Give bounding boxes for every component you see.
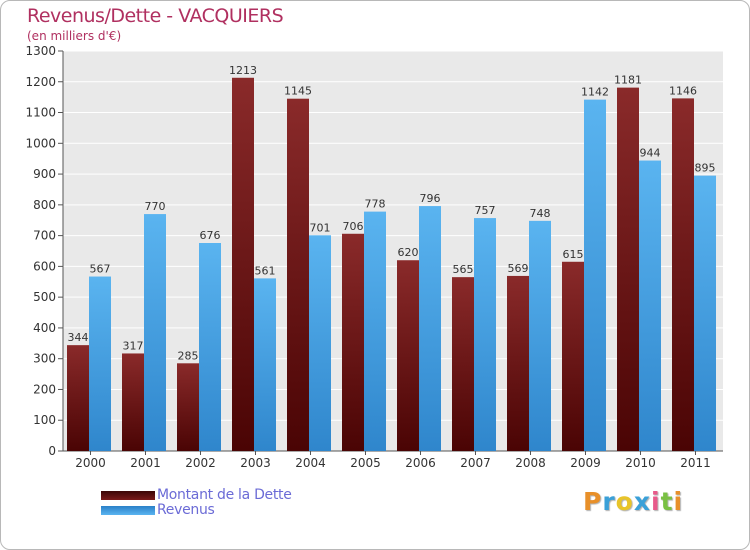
bar-debt — [397, 260, 419, 451]
y-tick-label: 500 — [33, 290, 56, 304]
x-tick-label: 2008 — [515, 456, 546, 470]
y-tick-label: 300 — [33, 352, 56, 366]
data-label-revenue: 770 — [145, 200, 166, 213]
y-tick-label: 1100 — [25, 106, 56, 120]
data-label-revenue: 567 — [90, 263, 111, 276]
y-tick-label: 200 — [33, 382, 56, 396]
x-tick-label: 2011 — [680, 456, 711, 470]
bar-revenue — [89, 276, 111, 451]
data-label-debt: 1181 — [614, 74, 642, 87]
bar-revenue — [419, 206, 441, 451]
bar-revenue — [694, 175, 716, 451]
bar-revenue — [309, 235, 331, 451]
x-tick-label: 2009 — [570, 456, 601, 470]
plot-area — [63, 51, 723, 451]
y-tick-label: 0 — [48, 444, 56, 458]
bar-debt — [672, 98, 694, 451]
bar-revenue — [199, 243, 221, 451]
legend-swatch-debt — [101, 490, 155, 500]
y-tick-label: 100 — [33, 413, 56, 427]
data-label-revenue: 561 — [255, 264, 276, 277]
y-tick-label: 600 — [33, 259, 56, 273]
y-tick-label: 1300 — [25, 44, 56, 58]
data-label-revenue: 701 — [310, 221, 331, 234]
bar-revenue — [144, 214, 166, 451]
data-label-revenue: 944 — [640, 147, 661, 160]
bar-debt — [617, 87, 639, 451]
legend-label-revenue: Revenus — [157, 502, 215, 518]
data-label-debt: 1213 — [229, 64, 257, 77]
x-tick-label: 2007 — [460, 456, 491, 470]
bar-debt — [232, 77, 254, 452]
bar-debt — [122, 353, 144, 451]
data-label-debt: 285 — [178, 349, 199, 362]
y-tick-label: 1000 — [25, 136, 56, 150]
bar-revenue — [639, 160, 661, 452]
x-tick-label: 2000 — [75, 456, 106, 470]
legend-item-debt: Montant de la Dette — [101, 487, 292, 503]
y-tick-label: 400 — [33, 321, 56, 335]
data-label-revenue: 748 — [530, 207, 551, 220]
data-label-debt: 615 — [563, 248, 584, 261]
data-label-revenue: 757 — [475, 204, 496, 217]
bar-debt — [287, 98, 309, 451]
y-tick-label: 700 — [33, 229, 56, 243]
logo-letter: x — [633, 487, 651, 516]
chart-subtitle: (en milliers d'€) — [27, 29, 122, 43]
bar-debt — [562, 261, 584, 451]
data-label-debt: 1146 — [669, 84, 697, 97]
bar-debt — [342, 233, 364, 451]
legend-swatch-revenue — [101, 505, 155, 515]
data-label-revenue: 895 — [695, 162, 716, 175]
data-label-debt: 620 — [398, 246, 419, 259]
data-label-debt: 706 — [343, 220, 364, 233]
bar-debt — [507, 275, 529, 451]
chart-title: Revenus/Dette - VACQUIERS — [27, 5, 284, 27]
x-tick-label: 2005 — [350, 456, 381, 470]
x-tick-label: 2003 — [240, 456, 271, 470]
logo-letter: o — [615, 487, 634, 516]
data-label-debt: 565 — [453, 263, 474, 276]
data-label-debt: 1145 — [284, 85, 312, 98]
y-tick-label: 800 — [33, 198, 56, 212]
legend-item-revenue: Revenus — [101, 502, 215, 518]
bar-revenue — [254, 278, 276, 451]
data-label-revenue: 676 — [200, 229, 221, 242]
logo-letter: P — [583, 487, 603, 516]
logo-letter: i — [673, 487, 684, 516]
bar-revenue — [529, 220, 551, 451]
logo-letter: t — [660, 487, 674, 516]
data-label-revenue: 1142 — [581, 86, 609, 99]
data-label-revenue: 778 — [365, 198, 386, 211]
proxiti-logo: Proxiti — [583, 487, 683, 516]
bar-revenue — [584, 99, 606, 451]
logo-letter: r — [602, 487, 616, 516]
data-label-debt: 317 — [123, 339, 144, 352]
x-tick-label: 2004 — [295, 456, 326, 470]
bar-debt — [452, 277, 474, 451]
x-tick-label: 2002 — [185, 456, 216, 470]
x-tick-label: 2001 — [130, 456, 161, 470]
bar-debt — [177, 363, 199, 451]
logo-letter: i — [651, 487, 661, 516]
legend-label-debt: Montant de la Dette — [157, 487, 292, 503]
y-tick-label: 900 — [33, 167, 56, 181]
data-label-debt: 569 — [508, 262, 529, 275]
x-tick-label: 2006 — [405, 456, 436, 470]
bar-debt — [67, 345, 89, 451]
bar-revenue — [364, 211, 386, 451]
x-tick-label: 2010 — [625, 456, 656, 470]
data-label-debt: 344 — [68, 331, 89, 344]
data-label-revenue: 796 — [420, 192, 441, 205]
bar-revenue — [474, 218, 496, 451]
y-tick-label: 1200 — [25, 75, 56, 89]
